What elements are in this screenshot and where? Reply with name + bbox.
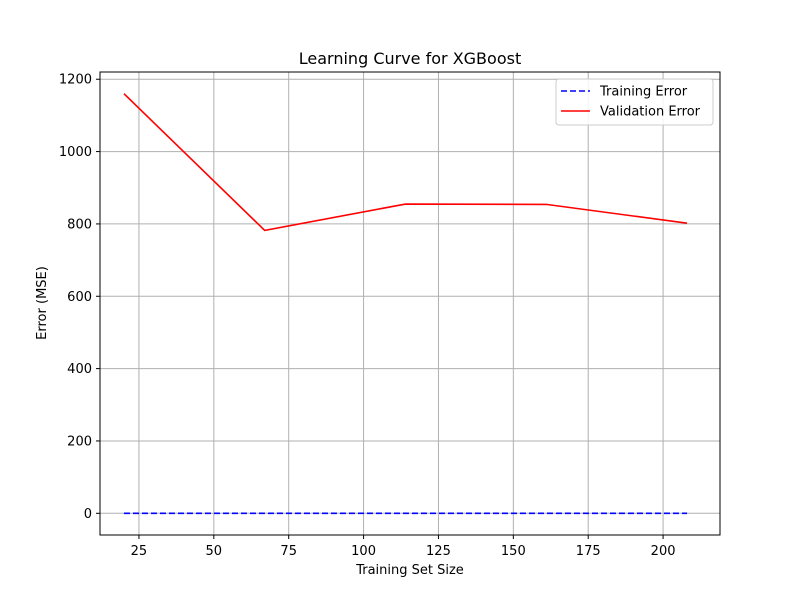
x-tick-label: 25: [131, 544, 148, 559]
y-tick-label: 1200: [59, 73, 92, 88]
x-tick-label: 100: [351, 544, 376, 559]
y-tick-label: 400: [67, 362, 92, 377]
x-tick-label: 50: [206, 544, 223, 559]
y-tick-label: 600: [67, 290, 92, 305]
y-tick-label: 0: [84, 507, 92, 522]
x-tick-label: 125: [426, 544, 451, 559]
legend-label: Validation Error: [600, 105, 701, 120]
y-tick-label: 800: [67, 217, 92, 232]
axis-ticks: 25 50 75 100 125 150 175 200 0 200 400 600 800 1000 12…: [59, 73, 676, 559]
x-tick-label: 200: [651, 544, 676, 559]
y-tick-label: 200: [67, 434, 92, 449]
y-axis-label: Error (MSE): [35, 266, 50, 340]
legend-label: Training Error: [599, 85, 688, 100]
legend: Training Error Validation Error: [555, 78, 714, 126]
x-tick-label: 175: [576, 544, 601, 559]
x-tick-label: 150: [501, 544, 526, 559]
plot-frame: [99, 71, 721, 536]
y-tick-label: 1000: [59, 145, 92, 160]
x-axis-label: Training Set Size: [355, 563, 464, 578]
legend-box: [555, 78, 714, 126]
grid: [100, 72, 720, 535]
series-lines: [123, 93, 688, 515]
chart-title: Learning Curve for XGBoost: [299, 49, 521, 68]
series-line-validation-error: [123, 93, 688, 232]
x-tick-label: 75: [280, 544, 297, 559]
